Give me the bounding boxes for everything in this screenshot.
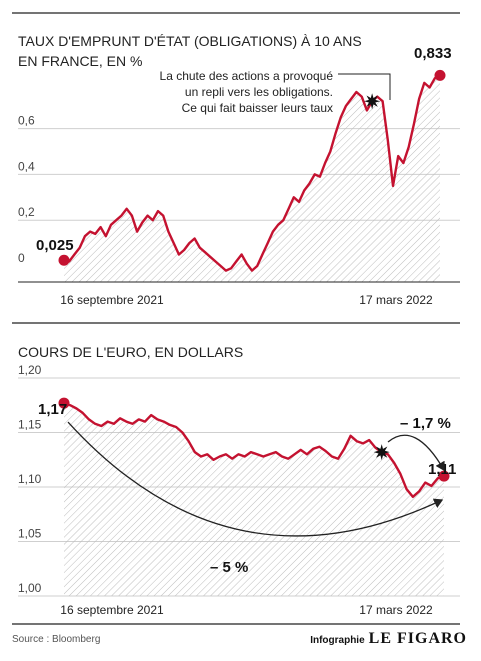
annotation-leader [338,73,391,100]
c2-y-tick-label: 1,10 [18,472,42,486]
chart2-short-arc-arrow [387,434,445,472]
annotation-line-1: La chute des actions a provoqué [160,69,334,83]
c1-y-tick-label: 0,2 [18,205,35,219]
chart2-long-arc-arrow [67,421,444,537]
chart2-start-label: 1,17 [38,401,67,418]
annotation-line-3: Ce qui fait baisser leurs taux [182,101,333,115]
chart2-area [64,403,444,596]
chart1-y-ticks: 0 0,2 0,4 0,6 [18,114,35,265]
bond-yield-chart: TAUX D'EMPRUNT D'ÉTAT (OBLIGATIONS) À 10… [18,33,460,307]
c2-y-tick-label: 1,20 [18,363,42,377]
euro-dollar-chart: COURS DE L'EURO, EN DOLLARS 1,20 1,15 1,10… [18,344,460,617]
chart2-change-short: – 1,7 % [400,415,451,432]
chart2-x-label-start: 16 septembre 2021 [60,603,164,617]
chart1-area [64,75,440,282]
chart1-annotation: La chute des actions a provoqué un repli… [160,69,391,115]
footer-credit: Infographie LE FIGARO [310,630,467,648]
brand-logo: LE FIGARO [368,630,467,647]
chart1-subtitle: EN FRANCE, EN % [18,53,142,69]
c1-y-tick-label: 0,4 [18,159,35,173]
chart1-series-line [63,74,441,272]
chart2-y-ticks: 1,20 1,15 1,10 1,05 1,00 [18,363,42,595]
c1-y-tick-label: 0,6 [18,114,35,128]
chart2-end-label: 1,11 [428,461,456,478]
chart1-start-label: 0,025 [36,237,74,254]
chart2-x-label-end: 17 mars 2022 [359,603,433,617]
annotation-line-2: un repli vers les obligations. [185,85,333,99]
c2-y-tick-label: 1,00 [18,581,42,595]
c1-y-tick-label: 0 [18,251,25,265]
chart1-shock-burst-icon [364,93,381,110]
footer-source: Source : Bloomberg [12,634,101,645]
c2-y-tick-label: 1,15 [18,418,42,432]
chart1-x-label-end: 17 mars 2022 [359,293,433,307]
chart2-title: COURS DE L'EURO, EN DOLLARS [18,344,243,360]
credit-label: Infographie [310,635,365,646]
c2-y-tick-label: 1,05 [18,527,42,541]
chart1-end-label: 0,833 [414,45,452,62]
chart2-start-point [58,397,70,409]
chart1-x-label-start: 16 septembre 2021 [60,293,164,307]
chart1-start-point [58,254,70,266]
chart1-end-point [434,69,446,81]
chart2-end-point [438,470,450,482]
chart1-title: TAUX D'EMPRUNT D'ÉTAT (OBLIGATIONS) À 10… [18,33,362,49]
chart2-change-long: – 5 % [210,559,248,576]
chart2-shock-burst-icon [373,444,390,461]
